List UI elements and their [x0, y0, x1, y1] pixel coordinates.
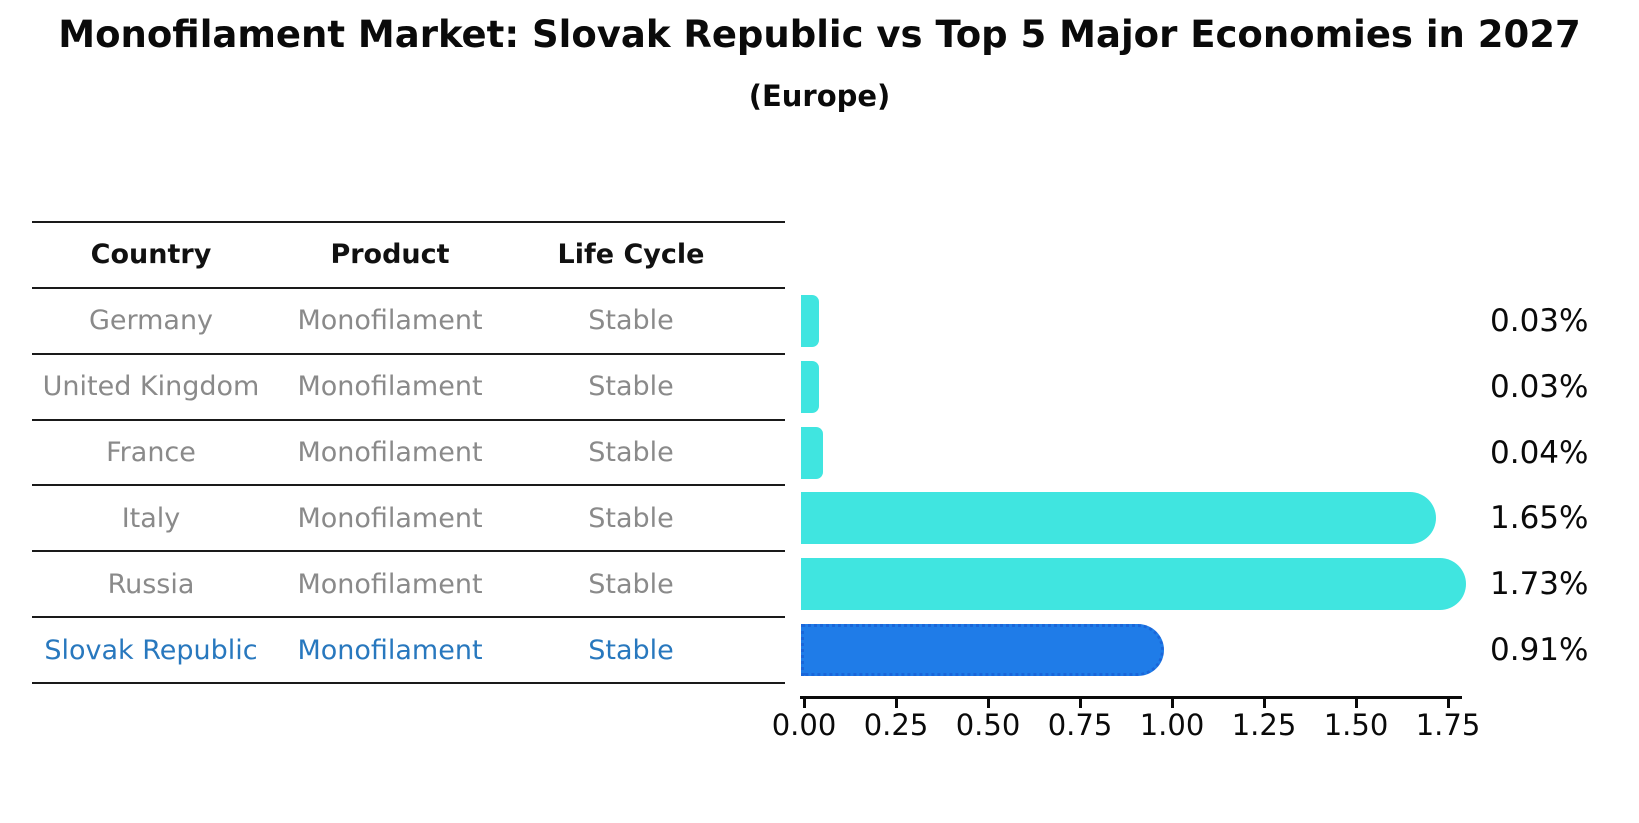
bar-value-label: 1.65% [1490, 500, 1589, 537]
chart-title: Monofilament Market: Slovak Republic vs … [58, 13, 1581, 56]
cell-product: Monofilament [297, 371, 483, 403]
cell-product: Monofilament [297, 568, 483, 600]
x-axis-tick [1078, 699, 1082, 708]
x-axis-tick-label: 0.75 [1047, 708, 1113, 742]
cell-country: Slovak Republic [44, 634, 258, 666]
cell-product: Monofilament [297, 305, 483, 337]
table-row-united-kingdom: United Kingdom Monofilament Stable [32, 352, 785, 419]
table-row-italy: Italy Monofilament Stable [32, 484, 785, 550]
x-axis-tick-label: 0.25 [863, 708, 929, 742]
cell-country: Germany [88, 305, 214, 337]
x-axis-tick [986, 699, 990, 708]
cell-life-cycle: Stable [588, 502, 674, 534]
cell-product: Monofilament [297, 502, 483, 534]
bar-france [801, 426, 823, 479]
table-header-row: Country Product Life Cycle [32, 221, 785, 287]
bar-value-label: 1.73% [1490, 566, 1589, 603]
x-axis-tick [1446, 699, 1450, 708]
x-axis-tick [894, 699, 898, 708]
market-table: Country Product Life Cycle Germany Monofi… [32, 221, 785, 685]
x-axis-tick-label: 0.00 [771, 708, 837, 742]
x-axis-tick-label: 1.75 [1415, 708, 1481, 742]
x-axis-tick [1354, 699, 1358, 708]
x-axis-tick-label: 0.50 [955, 708, 1021, 742]
bar-value-label: 0.04% [1490, 434, 1589, 471]
table-row-germany: Germany Monofilament Stable [32, 286, 785, 353]
cell-life-cycle: Stable [588, 634, 674, 666]
cell-life-cycle: Stable [588, 568, 674, 600]
table-row-slovak-republic: Slovak Republic Monofilament Stable [32, 616, 785, 682]
column-header-country: Country [90, 239, 212, 271]
bar-united-kingdom [801, 361, 820, 413]
cell-life-cycle: Stable [588, 371, 674, 403]
bar-germany [801, 295, 820, 347]
column-header-product: Product [330, 239, 450, 271]
bar-value-label: 0.03% [1490, 369, 1589, 405]
bar-value-label: 0.03% [1490, 303, 1589, 339]
x-axis-tick-label: 1.00 [1139, 708, 1205, 742]
column-header-life-cycle: Life Cycle [557, 239, 705, 271]
x-axis-tick-label: 1.25 [1231, 708, 1297, 742]
x-axis-tick [1170, 699, 1174, 708]
cell-country: Russia [107, 568, 195, 600]
x-axis-tick [802, 699, 806, 708]
x-axis-tick [1262, 699, 1266, 708]
chart-subtitle: (Europe) [748, 79, 891, 113]
table-row-russia: Russia Monofilament Stable [32, 550, 785, 616]
x-axis-tick-label: 1.50 [1323, 708, 1389, 742]
cell-country: Italy [121, 502, 181, 534]
cell-country: United Kingdom [42, 371, 260, 403]
table-row-france: France Monofilament Stable [32, 418, 785, 485]
cell-life-cycle: Stable [588, 305, 674, 337]
bar-slovak-republic [801, 624, 1164, 677]
x-axis-line [800, 696, 1462, 699]
cell-product: Monofilament [297, 634, 483, 666]
bar-russia [801, 558, 1466, 611]
cell-product: Monofilament [297, 437, 483, 468]
cell-country: France [106, 437, 196, 468]
bar-value-label: 0.91% [1490, 632, 1589, 669]
cell-life-cycle: Stable [588, 437, 674, 468]
bar-italy [801, 492, 1437, 545]
